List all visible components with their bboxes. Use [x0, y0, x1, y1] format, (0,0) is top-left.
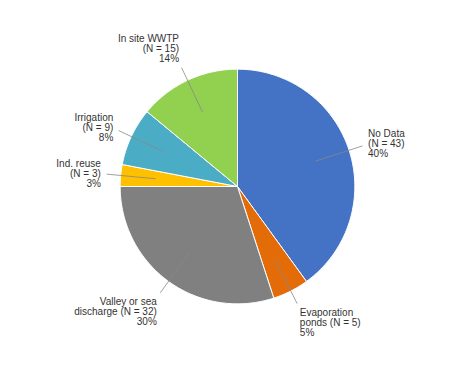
svg-text:Evaporationponds (N = 5)5%: Evaporationponds (N = 5)5%: [300, 307, 361, 338]
svg-text:Valley or seadischarge (N = 32: Valley or seadischarge (N = 32)30%: [74, 296, 157, 327]
svg-text:Ind. reuse(N = 3)3%: Ind. reuse(N = 3)3%: [56, 158, 101, 189]
svg-text:Irrigation(N = 9)8%: Irrigation(N = 9)8%: [74, 112, 113, 143]
svg-text:No Data(N = 43)40%: No Data(N = 43)40%: [368, 128, 405, 159]
svg-text:In site WWTP(N = 15)14%: In site WWTP(N = 15)14%: [118, 33, 179, 64]
